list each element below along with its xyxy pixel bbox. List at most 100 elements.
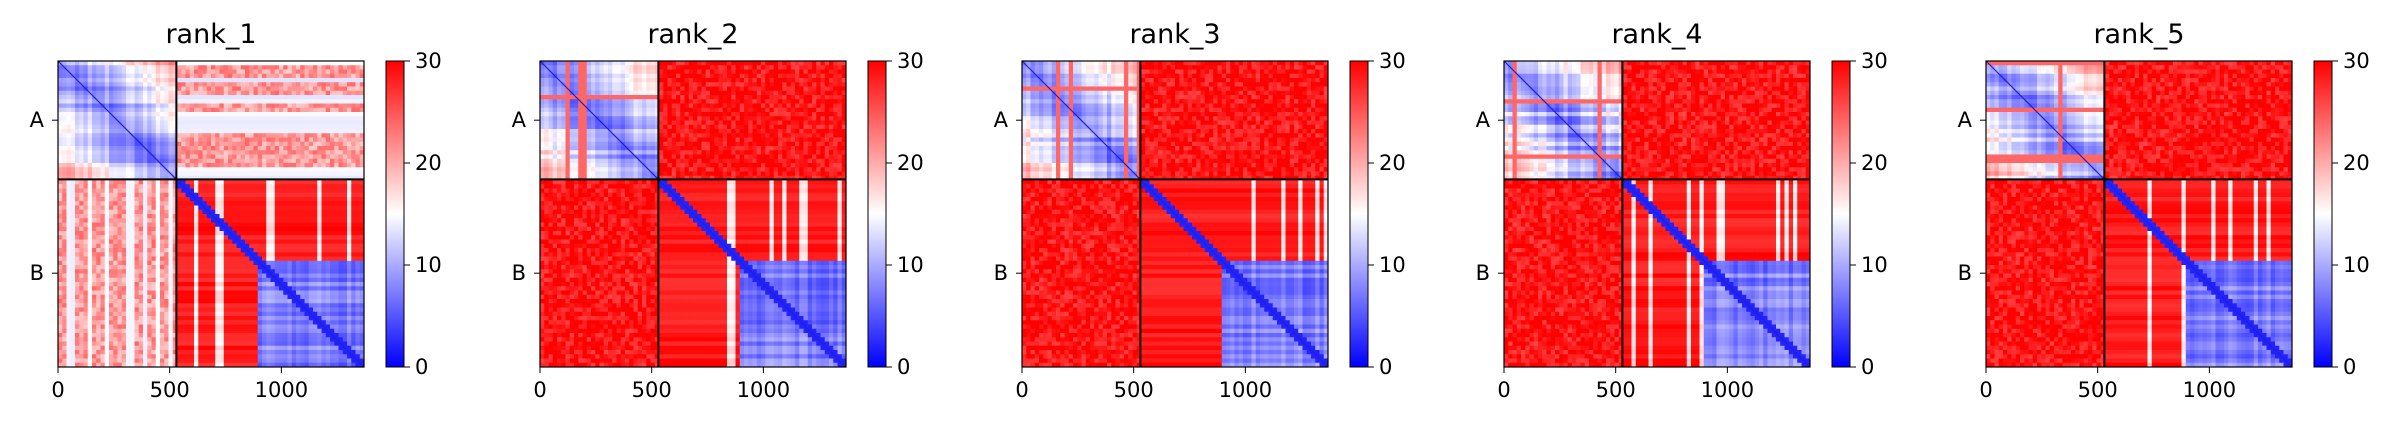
heatmap-cell bbox=[321, 103, 327, 109]
heatmap-cell bbox=[172, 286, 178, 291]
heatmap-cell bbox=[211, 197, 216, 202]
heatmap-cell bbox=[87, 222, 93, 228]
heatmap-cell bbox=[151, 78, 157, 83]
heatmap-cell bbox=[308, 345, 314, 351]
heatmap-cell bbox=[232, 137, 237, 143]
heatmap-cell bbox=[70, 90, 76, 96]
heatmap-cell bbox=[87, 350, 93, 355]
heatmap-cell bbox=[185, 78, 191, 83]
heatmap-cell bbox=[321, 137, 327, 143]
heatmap-cell bbox=[300, 239, 305, 245]
heatmap-cell bbox=[245, 95, 250, 100]
heatmap-cell bbox=[70, 333, 76, 338]
heatmap-cell bbox=[126, 307, 131, 313]
heatmap-cell bbox=[143, 273, 148, 279]
heatmap-cell bbox=[126, 260, 131, 266]
heatmap-cell bbox=[313, 150, 318, 155]
heatmap-cell bbox=[351, 90, 356, 96]
heatmap-cell bbox=[219, 112, 225, 117]
heatmap-cell bbox=[104, 316, 110, 321]
heatmap-cell bbox=[83, 333, 89, 338]
heatmap-cell bbox=[92, 282, 97, 287]
heatmap-cell bbox=[151, 150, 157, 155]
heatmap-cell bbox=[70, 269, 76, 274]
heatmap-cell bbox=[334, 235, 339, 240]
heatmap-cell bbox=[143, 239, 148, 245]
heatmap-cell bbox=[109, 61, 114, 66]
heatmap-cell bbox=[109, 69, 114, 75]
heatmap-cell bbox=[347, 192, 352, 198]
heatmap-cell bbox=[232, 133, 237, 138]
heatmap-cell bbox=[147, 180, 152, 185]
heatmap-cell bbox=[121, 90, 127, 96]
heatmap-cell bbox=[168, 112, 174, 117]
heatmap-cell bbox=[83, 107, 89, 113]
heatmap-cell bbox=[215, 265, 220, 270]
heatmap-cell bbox=[211, 129, 216, 134]
heatmap-cell bbox=[300, 124, 305, 130]
heatmap-cell bbox=[359, 61, 365, 66]
heatmap-cell bbox=[62, 350, 67, 355]
heatmap-cell bbox=[194, 222, 199, 228]
heatmap-cell bbox=[138, 137, 144, 143]
heatmap-cell bbox=[300, 260, 305, 266]
heatmap-cell bbox=[334, 277, 339, 283]
heatmap-cell bbox=[334, 222, 339, 228]
heatmap-cell bbox=[172, 112, 178, 117]
heatmap-cell bbox=[181, 61, 186, 66]
heatmap-cell bbox=[236, 107, 242, 113]
heatmap-cell bbox=[66, 316, 72, 321]
heatmap-cell bbox=[304, 218, 310, 223]
heatmap-cell bbox=[151, 328, 157, 334]
heatmap-cell bbox=[189, 171, 195, 177]
heatmap-cell bbox=[62, 137, 67, 143]
heatmap-cell bbox=[185, 243, 191, 249]
heatmap-cell bbox=[164, 175, 169, 181]
heatmap-cell bbox=[155, 231, 161, 236]
heatmap-cell bbox=[113, 120, 118, 126]
heatmap-cell bbox=[338, 299, 344, 304]
heatmap-cell bbox=[274, 341, 280, 347]
heatmap-cell bbox=[198, 205, 203, 211]
heatmap-cell bbox=[240, 192, 246, 198]
heatmap-cell bbox=[151, 282, 157, 287]
heatmap-cell bbox=[308, 328, 314, 334]
heatmap-cell bbox=[75, 167, 80, 172]
heatmap-cell bbox=[130, 188, 135, 194]
heatmap-cell bbox=[287, 248, 293, 253]
heatmap-cell bbox=[296, 124, 301, 130]
heatmap-cell bbox=[177, 188, 182, 194]
heatmap-cell bbox=[96, 354, 101, 359]
heatmap-cell bbox=[325, 137, 331, 143]
heatmap-cell bbox=[249, 243, 254, 249]
heatmap-cell bbox=[66, 341, 72, 347]
heatmap-cell bbox=[181, 345, 186, 351]
heatmap-cell bbox=[270, 120, 276, 126]
heatmap-cell bbox=[270, 311, 276, 317]
heatmap-cell bbox=[121, 328, 127, 334]
heatmap-cell bbox=[126, 354, 131, 359]
heatmap-cell bbox=[62, 341, 67, 347]
heatmap-cell bbox=[121, 311, 127, 317]
heatmap-cell bbox=[300, 214, 305, 219]
heatmap-cell bbox=[338, 328, 344, 334]
heatmap-cell bbox=[308, 129, 314, 134]
heatmap-cell bbox=[211, 256, 216, 262]
heatmap-cell bbox=[359, 188, 365, 194]
heatmap-cell bbox=[117, 320, 123, 325]
heatmap-cell bbox=[62, 299, 67, 304]
heatmap-cell bbox=[177, 129, 182, 134]
heatmap-cell bbox=[117, 256, 123, 262]
heatmap-cell bbox=[121, 201, 127, 206]
heatmap-cell bbox=[219, 328, 225, 334]
heatmap-cell bbox=[87, 214, 93, 219]
heatmap-cell bbox=[70, 124, 76, 130]
heatmap-cell bbox=[87, 282, 93, 287]
heatmap-cell bbox=[104, 341, 110, 347]
heatmap-cell bbox=[181, 146, 186, 151]
heatmap-cell bbox=[334, 345, 339, 351]
heatmap-cell bbox=[92, 333, 97, 338]
heatmap-cell bbox=[338, 265, 344, 270]
heatmap-cell bbox=[283, 214, 288, 219]
heatmap-cell bbox=[253, 90, 259, 96]
